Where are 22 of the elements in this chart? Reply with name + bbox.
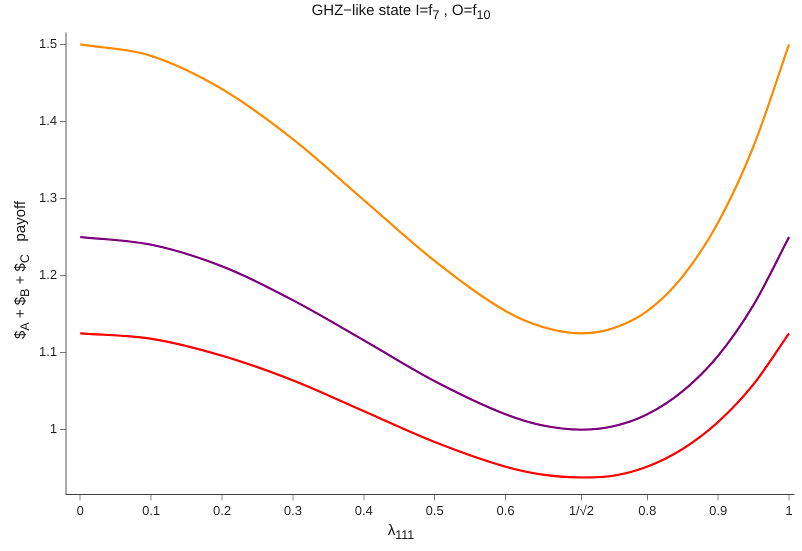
x-axis-title: λ$_{111}$ — [386, 522, 416, 542]
x-tick-label: 0.5 — [426, 502, 444, 518]
x-tick-label: 0.8 — [638, 502, 656, 518]
y-tick-label: 1.1 — [38, 344, 58, 360]
line-series — [79, 236, 790, 431]
x-tick-label: 0 — [76, 502, 84, 518]
line-series — [79, 43, 790, 334]
y-tick-label: 1.3 — [38, 190, 58, 206]
y-tick-label: 1.5 — [38, 36, 58, 51]
x-tick-label: 0.2 — [212, 502, 232, 518]
x-tick-label: 1/√2 — [568, 502, 594, 518]
x-tick-label: 0.6 — [496, 502, 515, 518]
y-tick-label: 1 — [50, 421, 58, 436]
y-tick-label: 1.2 — [38, 267, 58, 282]
x-tick-label: 0.3 — [284, 502, 302, 518]
line-series — [79, 332, 790, 479]
x-tick-label: 0.4 — [354, 502, 373, 518]
y-tick-label: 1.4 — [38, 113, 58, 128]
x-tick-label: 0.9 — [709, 502, 728, 518]
x-tick-label: 0.1 — [142, 502, 160, 518]
chart-title: GHZ−like state I=f$_{7}$ , O=f$_{10}$ — [310, 2, 492, 22]
x-tick-label: 1 — [785, 502, 793, 518]
